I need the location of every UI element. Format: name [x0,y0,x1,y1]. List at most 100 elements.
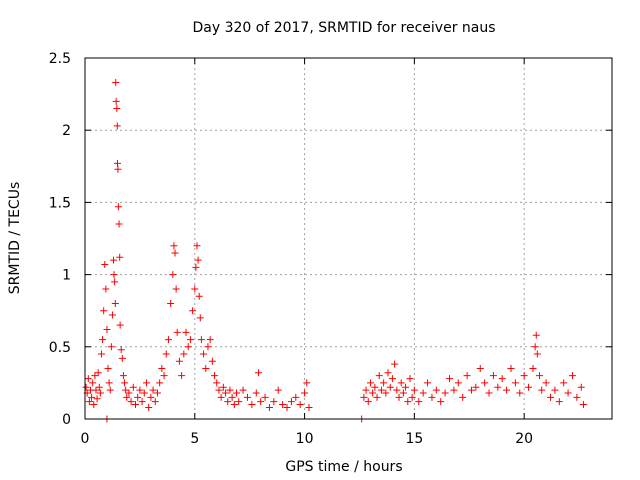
data-point [382,389,390,397]
data-point [224,398,232,406]
data-point [525,383,533,391]
data-point [399,389,407,397]
grid-lines [85,58,612,419]
data-point [136,386,144,394]
data-point [226,386,234,394]
data-point [393,386,401,394]
data-point [164,336,172,344]
data-point [106,386,114,394]
data-point [494,383,502,391]
data-point [364,398,372,406]
data-point [206,336,214,344]
data-point [485,389,493,397]
data-point [366,379,374,387]
data-point [134,393,142,401]
data-point [503,386,511,394]
data-point [408,393,416,401]
data-point [200,350,208,358]
data-point [140,389,148,397]
data-point [239,386,247,394]
data-point [202,364,210,372]
data-point [110,256,118,264]
data-point [287,398,295,406]
data-point [377,386,385,394]
data-point [160,372,168,380]
data-point [395,393,403,401]
data-point [112,97,120,105]
data-point [467,386,475,394]
data-point [147,393,155,401]
data-point [204,343,212,351]
data-point [89,379,97,387]
data-point [95,383,103,391]
data-point [125,389,133,397]
data-point [195,292,203,300]
data-point [189,307,197,315]
x-axis-title: GPS time / hours [285,459,402,475]
data-point [529,364,537,372]
data-point [384,369,392,377]
data-point [248,401,256,409]
data-point [129,383,137,391]
data-point [463,372,471,380]
data-point [92,386,100,394]
data-point [96,389,104,397]
data-point [252,389,260,397]
data-point [243,393,251,401]
data-point [162,350,170,358]
data-point [186,336,194,344]
data-point [270,398,278,406]
data-point [99,336,107,344]
data-point [533,350,541,358]
data-point [213,379,221,387]
data-point [172,285,180,293]
data-point [169,271,177,279]
x-tick-labels: 0 5 10 15 20 [81,431,534,447]
data-point [516,389,524,397]
data-point [114,165,122,173]
data-point [406,375,414,383]
data-point [121,379,129,387]
data-point [182,328,190,336]
data-point [577,383,585,391]
data-point [113,105,121,113]
data-point [564,389,572,397]
data-point [402,383,410,391]
data-point [101,260,109,268]
data-point [283,403,291,411]
data-point [296,401,304,409]
data-point [100,307,108,315]
data-point [536,372,544,380]
data-point [217,393,225,401]
data-point [498,375,506,383]
data-point [104,364,112,372]
data-point [551,386,559,394]
data-point [88,393,96,401]
y-axis-title: SRMTID / TECUs [7,182,23,295]
data-point [116,253,124,261]
data-point [192,263,200,271]
data-point [219,383,227,391]
data-point [158,364,166,372]
data-point [265,403,273,411]
data-point [194,256,202,264]
data-point [123,393,131,401]
data-point [119,372,127,380]
data-point [108,311,116,319]
data-point [102,285,110,293]
data-point [450,386,458,394]
data-point [547,393,555,401]
data-point [573,393,581,401]
data-point [180,350,188,358]
data-points [82,79,587,423]
data-point [459,393,467,401]
y-tick-label: 2.5 [49,51,71,67]
data-point [208,357,216,365]
data-point [110,271,118,279]
data-point [191,285,199,293]
data-point [149,386,157,394]
data-point [127,398,135,406]
data-point [386,383,394,391]
data-point [170,242,178,250]
